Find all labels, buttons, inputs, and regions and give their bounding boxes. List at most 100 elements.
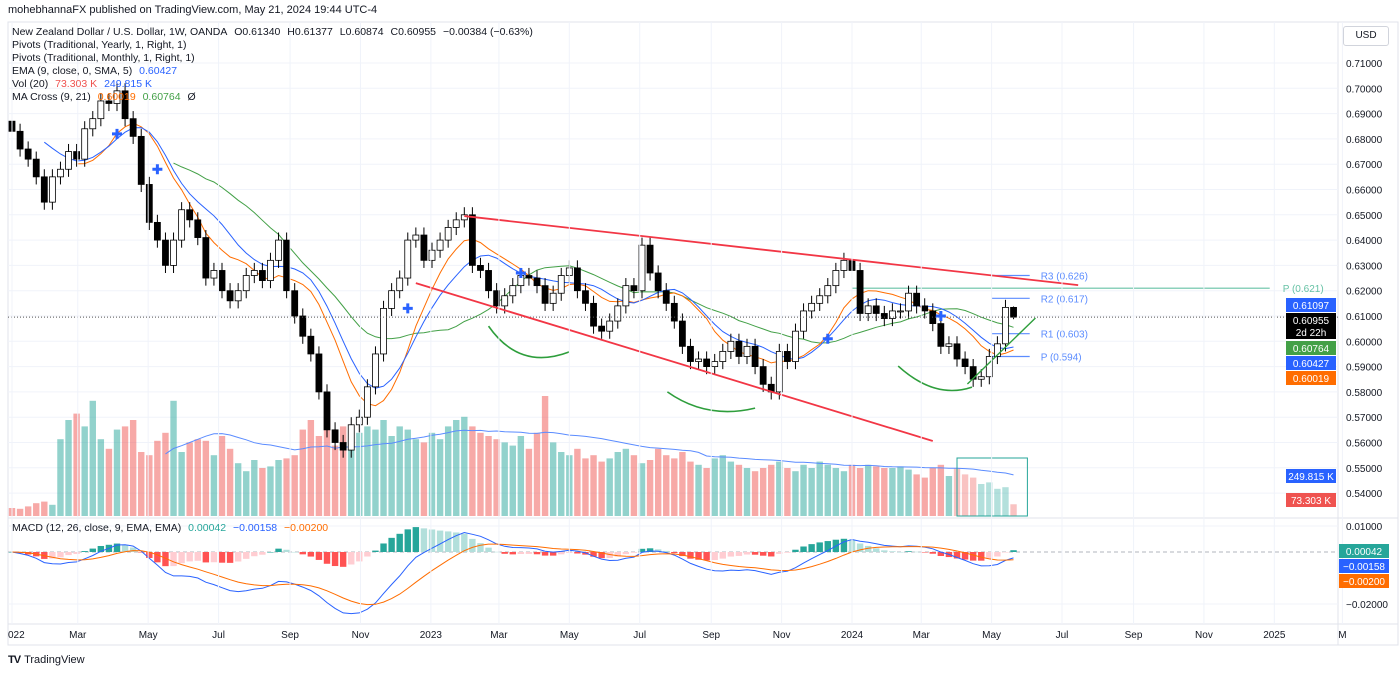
volume-bar: [889, 468, 896, 516]
symbol-title: New Zealand Dollar / U.S. Dollar, 1W, OA…: [12, 26, 228, 38]
volume-bar: [816, 461, 823, 516]
volume-bar: [57, 439, 64, 516]
candle-body: [824, 285, 832, 297]
vol-ma-value: 249.815 K: [104, 78, 152, 90]
volume-bar: [1010, 504, 1017, 516]
currency-button[interactable]: USD: [1343, 26, 1389, 46]
legend-macd[interactable]: MACD (12, 26, close, 9, EMA, EMA) 0.0004…: [12, 522, 332, 534]
volume-bar: [493, 439, 500, 516]
volume-bar: [525, 448, 533, 516]
legend-pivots-monthly[interactable]: Pivots (Traditional, Monthly, 1, Right, …: [12, 52, 195, 64]
volume-bar: [323, 416, 331, 516]
volume-badge: 249.815 K: [1288, 472, 1334, 483]
candle-body: [646, 244, 654, 274]
macd-histogram-bar: [824, 541, 831, 552]
candle-body: [428, 249, 436, 261]
macd-histogram-bar: [929, 552, 936, 554]
cross-signal-icon: [822, 333, 833, 344]
macd-histogram-bar: [921, 552, 928, 553]
macd-histogram-bar: [654, 549, 662, 552]
cross-signal-icon: [935, 311, 946, 321]
macd-histogram-bar: [509, 552, 516, 555]
macd-histogram-bar: [380, 543, 387, 552]
rising-trend-line: [966, 317, 1036, 385]
volume-bar: [663, 455, 670, 516]
candle-body: [630, 285, 638, 292]
legend-vol[interactable]: Vol (20) 73.303 K 249.815 K: [12, 78, 156, 90]
volume-bar: [412, 439, 420, 516]
tradingview-logo[interactable]: TV TradingView: [8, 654, 85, 666]
macd-histogram-bar: [493, 551, 500, 553]
legend-ma-cross[interactable]: MA Cross (9, 21) 0.60019 0.60764 Ø: [12, 91, 200, 103]
macd-histogram-bar: [816, 542, 823, 552]
channel-lower-line: [415, 282, 934, 442]
volume-bar: [598, 461, 605, 516]
candle-body: [533, 277, 541, 287]
candle-body: [557, 275, 565, 294]
macd-histogram-bar: [420, 528, 428, 552]
volume-bar: [751, 471, 759, 516]
candle-body: [525, 275, 533, 279]
candle-body: [977, 376, 985, 380]
macd-histogram-bar: [937, 552, 945, 556]
volume-bar: [428, 432, 436, 516]
ma-slow-line: [173, 162, 1014, 344]
volume-bar: [162, 432, 169, 516]
volume-bar: [743, 468, 751, 516]
volume-bar: [73, 413, 80, 516]
candle-body: [363, 386, 371, 418]
candle-body: [614, 305, 622, 322]
macd-histogram-bar: [558, 552, 565, 555]
candle-body: [541, 285, 549, 304]
macd-tick-label: −0.02000: [1346, 600, 1388, 611]
macd-histogram-bar: [525, 552, 533, 554]
candle-body: [121, 90, 129, 120]
macd-badge: −0.00158: [1343, 562, 1385, 573]
macd-histogram-bar: [792, 549, 799, 552]
candle-body: [24, 148, 32, 160]
legend-ema[interactable]: EMA (9, close, 0, SMA, 5) 0.60427: [12, 65, 181, 77]
macd-badge-bg: [1339, 574, 1389, 588]
macd-histogram-bar: [444, 531, 452, 552]
volume-badge-bg: [1286, 493, 1336, 507]
time-tick-label: May: [560, 630, 579, 641]
volume-bar: [170, 400, 177, 516]
candle-body: [888, 310, 896, 319]
macd-histogram-bar: [808, 544, 815, 552]
volume-bar: [138, 452, 145, 516]
candle-body: [743, 345, 751, 357]
price-tick-label: 0.61000: [1346, 312, 1383, 323]
candle-body: [137, 135, 145, 185]
time-tick-label: Jul: [633, 630, 646, 641]
volume-bar: [905, 469, 912, 516]
volume-bar: [469, 426, 476, 516]
volume-bar: [315, 436, 323, 516]
macd-histogram-bar: [897, 551, 904, 553]
volume-bar: [638, 463, 646, 516]
candle-body: [816, 295, 824, 304]
volume-bar: [695, 464, 702, 516]
macd-histogram-bar: [679, 552, 686, 557]
arc-drawing: [487, 325, 570, 359]
price-tick-label: 0.62000: [1346, 287, 1383, 298]
macd-histogram-bar: [477, 543, 484, 552]
macd-histogram-bar: [121, 545, 129, 552]
volume-bar: [267, 466, 274, 516]
macd-histogram-bar: [234, 552, 242, 562]
legend-pivots-yearly[interactable]: Pivots (Traditional, Yearly, 1, Right, 1…: [12, 39, 187, 51]
volume-bar: [146, 455, 153, 516]
volume-bar: [864, 464, 872, 516]
candle-body: [590, 302, 597, 327]
volume-bar: [234, 463, 242, 516]
macd-histogram-bar: [436, 530, 444, 552]
volume-bar: [768, 464, 775, 516]
macd-histogram-bar: [186, 552, 193, 562]
macd-badge-bg: [1339, 544, 1389, 558]
candle-body: [404, 239, 412, 279]
macd-histogram-bar: [574, 552, 581, 554]
time-tick-label: 2025: [1263, 630, 1286, 641]
volume-bar: [331, 445, 339, 516]
volume-bar: [719, 455, 726, 516]
volume-bar: [16, 508, 24, 516]
